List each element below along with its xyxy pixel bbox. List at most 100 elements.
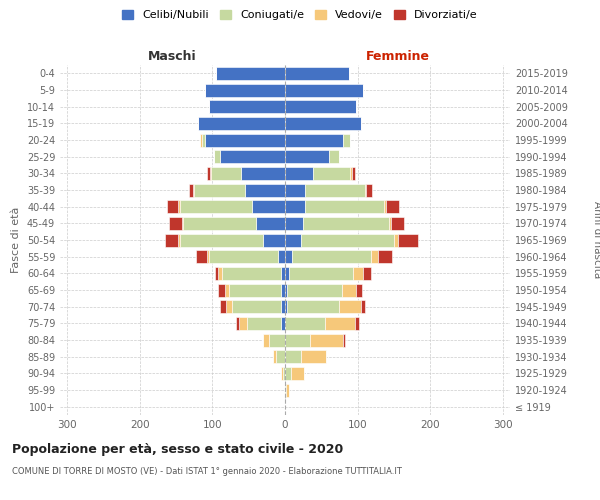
- Bar: [226, 300, 232, 313]
- Bar: [305, 184, 365, 196]
- Bar: [209, 167, 211, 180]
- Bar: [285, 134, 343, 146]
- Bar: [398, 234, 418, 246]
- Bar: [209, 100, 285, 113]
- Bar: [391, 217, 404, 230]
- Bar: [241, 167, 285, 180]
- Bar: [292, 250, 371, 263]
- Bar: [200, 134, 202, 146]
- Bar: [285, 384, 286, 396]
- Bar: [208, 167, 209, 180]
- Text: Popolazione per età, sesso e stato civile - 2020: Popolazione per età, sesso e stato civil…: [12, 442, 343, 456]
- Bar: [286, 384, 289, 396]
- Bar: [202, 134, 205, 146]
- Bar: [180, 200, 253, 213]
- Bar: [216, 67, 285, 80]
- Bar: [364, 267, 371, 280]
- Bar: [269, 334, 285, 346]
- Bar: [352, 167, 355, 180]
- Bar: [285, 117, 361, 130]
- Bar: [283, 367, 285, 380]
- Bar: [205, 134, 285, 146]
- Bar: [301, 234, 394, 246]
- Y-axis label: Fasce di età: Fasce di età: [11, 207, 21, 273]
- Bar: [285, 100, 356, 113]
- Bar: [285, 234, 301, 246]
- Bar: [218, 267, 222, 280]
- Bar: [164, 234, 178, 246]
- Bar: [285, 217, 303, 230]
- Bar: [209, 250, 278, 263]
- Bar: [196, 250, 206, 263]
- Bar: [366, 184, 372, 196]
- Bar: [263, 234, 285, 246]
- Bar: [285, 367, 291, 380]
- Text: COMUNE DI TORRE DI MOSTO (VE) - Dati ISTAT 1° gennaio 2020 - Elaborazione TUTTIT: COMUNE DI TORRE DI MOSTO (VE) - Dati IST…: [12, 468, 402, 476]
- Bar: [285, 300, 287, 313]
- Bar: [198, 117, 285, 130]
- Bar: [232, 300, 281, 313]
- Bar: [247, 317, 281, 330]
- Bar: [263, 334, 269, 346]
- Bar: [278, 250, 285, 263]
- Bar: [215, 267, 218, 280]
- Bar: [329, 150, 339, 163]
- Bar: [180, 234, 263, 246]
- Bar: [301, 350, 326, 363]
- Bar: [303, 217, 389, 230]
- Bar: [378, 250, 392, 263]
- Bar: [169, 217, 182, 230]
- Bar: [285, 200, 305, 213]
- Bar: [281, 367, 283, 380]
- Bar: [253, 200, 285, 213]
- Bar: [205, 84, 285, 96]
- Bar: [289, 267, 353, 280]
- Bar: [272, 350, 276, 363]
- Bar: [206, 250, 209, 263]
- Bar: [245, 184, 285, 196]
- Bar: [182, 217, 184, 230]
- Bar: [193, 184, 194, 196]
- Bar: [178, 200, 180, 213]
- Bar: [220, 300, 226, 313]
- Bar: [167, 200, 178, 213]
- Bar: [214, 150, 220, 163]
- Bar: [285, 184, 305, 196]
- Bar: [355, 317, 359, 330]
- Bar: [281, 284, 285, 296]
- Bar: [229, 284, 281, 296]
- Bar: [310, 334, 343, 346]
- Bar: [281, 300, 285, 313]
- Bar: [389, 217, 391, 230]
- Bar: [281, 317, 285, 330]
- Legend: Celibi/Nubili, Coniugati/e, Vedovi/e, Divorziati/e: Celibi/Nubili, Coniugati/e, Vedovi/e, Di…: [118, 6, 482, 25]
- Bar: [226, 284, 229, 296]
- Bar: [276, 350, 285, 363]
- Bar: [218, 284, 226, 296]
- Bar: [222, 267, 281, 280]
- Bar: [287, 284, 341, 296]
- Bar: [281, 267, 285, 280]
- Bar: [184, 217, 256, 230]
- Bar: [285, 350, 301, 363]
- Bar: [343, 334, 344, 346]
- Bar: [285, 284, 287, 296]
- Text: Anni di nascita: Anni di nascita: [592, 202, 600, 278]
- Bar: [350, 167, 352, 180]
- Bar: [285, 67, 349, 80]
- Bar: [285, 267, 289, 280]
- Bar: [394, 234, 398, 246]
- Bar: [285, 84, 364, 96]
- Bar: [313, 167, 350, 180]
- Bar: [343, 134, 350, 146]
- Bar: [189, 184, 193, 196]
- Bar: [211, 167, 241, 180]
- Bar: [285, 150, 329, 163]
- Bar: [291, 367, 304, 380]
- Bar: [361, 300, 365, 313]
- Bar: [365, 184, 366, 196]
- Bar: [340, 300, 361, 313]
- Bar: [287, 300, 340, 313]
- Bar: [325, 317, 355, 330]
- Bar: [356, 284, 362, 296]
